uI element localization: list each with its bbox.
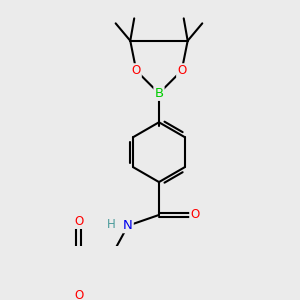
Text: N: N xyxy=(123,219,133,232)
Text: B: B xyxy=(154,87,164,100)
Text: O: O xyxy=(74,215,83,228)
Text: O: O xyxy=(74,289,83,300)
Text: H: H xyxy=(107,218,116,231)
Text: O: O xyxy=(132,64,141,77)
Text: O: O xyxy=(190,208,200,221)
Text: O: O xyxy=(177,64,186,77)
